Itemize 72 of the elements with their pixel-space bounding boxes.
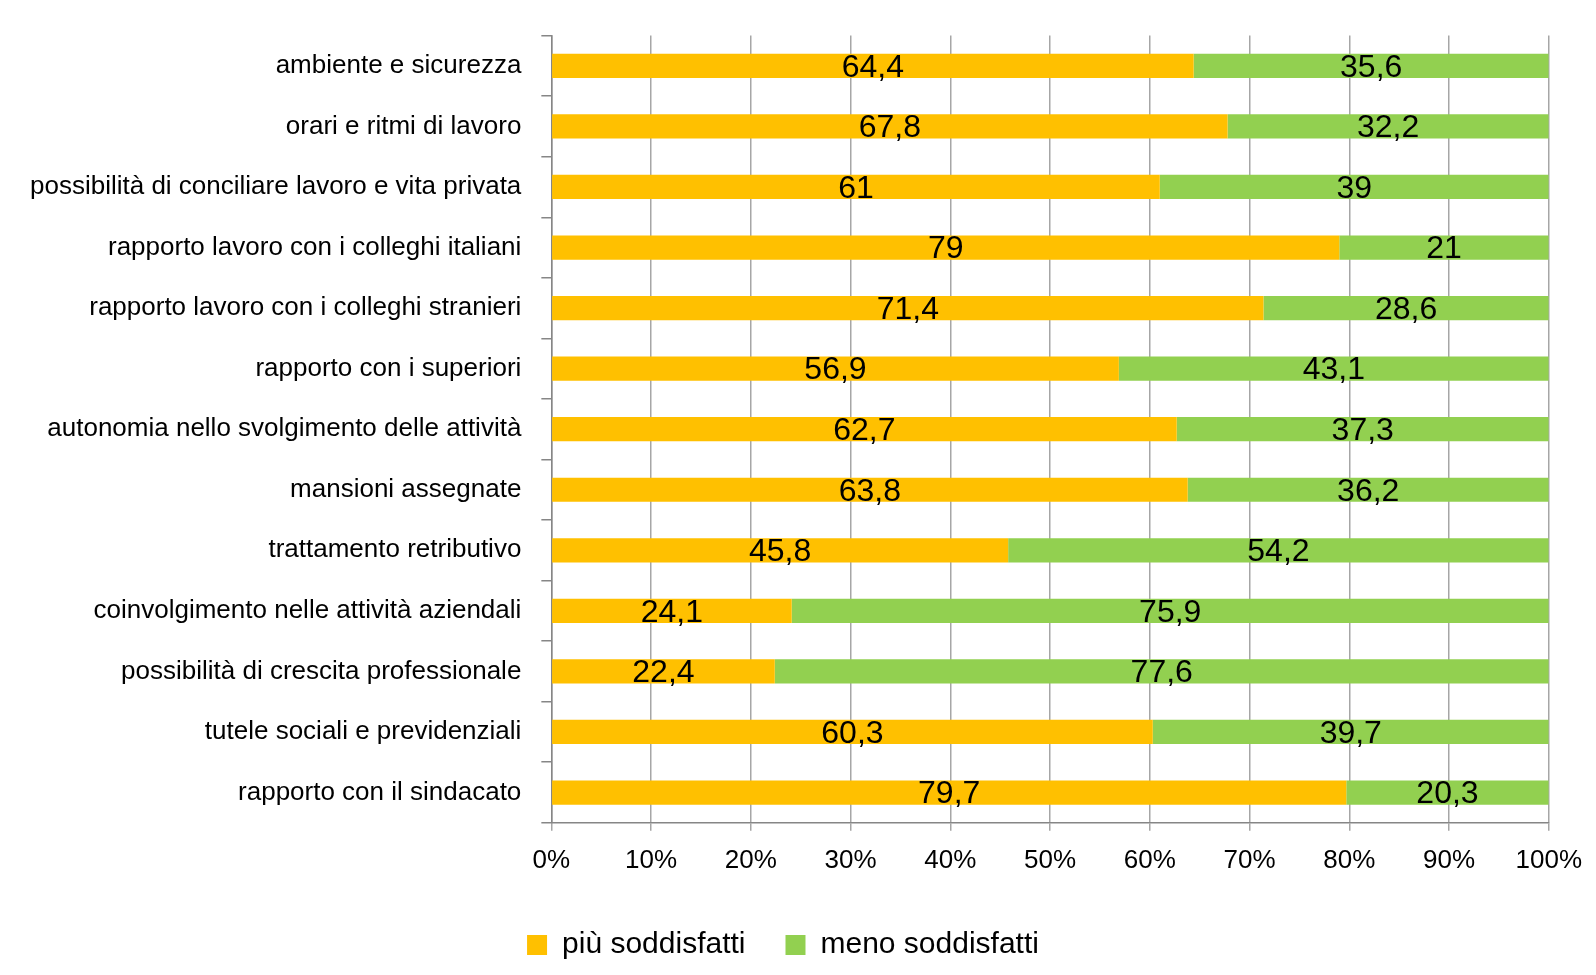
x-tick-label: 10%: [625, 843, 678, 874]
data-label: 45,8: [748, 532, 812, 569]
bar: [1227, 114, 1549, 139]
data-label: 62,7: [833, 411, 896, 448]
data-label: 24,1: [640, 592, 704, 629]
bar: [1263, 295, 1549, 321]
x-tick-label: 90%: [1422, 843, 1476, 874]
data-label: 61: [838, 168, 874, 205]
bar: [552, 417, 1177, 442]
x-tick-label: 80%: [1323, 843, 1376, 874]
data-label: 79,7: [918, 774, 981, 811]
bar: [1152, 719, 1549, 745]
data-label: 32,2: [1357, 108, 1420, 145]
data-label: 79: [927, 229, 964, 266]
x-tick-label: 70%: [1223, 843, 1276, 874]
data-label: 64,4: [841, 47, 905, 84]
data-label: 71,4: [876, 289, 939, 326]
data-label: 75,9: [1139, 592, 1202, 629]
y-tick-label: rapporto con i superiori: [255, 351, 522, 382]
bar: [552, 538, 1009, 563]
bar: [552, 295, 1264, 321]
data-label: 20,3: [1416, 774, 1479, 811]
legend-label: meno soddisfatti: [820, 926, 1039, 960]
data-label: 28,6: [1374, 289, 1438, 326]
data-label: 22,4: [632, 653, 695, 690]
bar: [552, 719, 1153, 745]
bar: [774, 659, 1549, 684]
x-tick-label: 100%: [1515, 843, 1582, 874]
data-label: 35,6: [1340, 47, 1403, 84]
y-tick-label: mansioni assegnate: [290, 472, 522, 503]
bar: [552, 235, 1340, 260]
bar: [1339, 235, 1549, 260]
bar: [1118, 356, 1549, 381]
x-tick-label: 40%: [924, 843, 977, 874]
data-label: 67,8: [858, 108, 921, 145]
y-tick-label: possibilità di conciliare lavoro e vita privata: [29, 170, 522, 201]
bar: [552, 356, 1119, 381]
data-label: 77,6: [1130, 653, 1193, 690]
y-tick-label: tutele sociali e previdenziali: [204, 715, 522, 746]
data-label: 21: [1426, 229, 1462, 266]
data-label: 63,8: [838, 471, 902, 508]
data-label: 39,7: [1319, 713, 1382, 750]
y-tick-label: rapporto lavoro con i colleghi stranieri: [89, 291, 522, 322]
data-label: 60,3: [821, 713, 884, 750]
y-tick-label: coinvolgimento nelle attività aziendali: [93, 594, 522, 625]
bar: [1176, 417, 1549, 442]
data-label: 39: [1336, 168, 1373, 205]
bar: [552, 114, 1228, 139]
data-label: 43,1: [1302, 350, 1365, 387]
bar: [1159, 174, 1549, 200]
y-tick-label: trattamento retributivo: [268, 533, 522, 564]
bar: [1008, 538, 1549, 563]
bar: [552, 659, 775, 684]
x-tick-label: 20%: [724, 843, 777, 874]
y-tick-label: autonomia nello svolgimento delle attività: [47, 412, 522, 443]
x-tick-label: 0%: [532, 843, 571, 874]
y-tick-label: ambiente e sicurezza: [275, 49, 522, 80]
x-tick-label: 60%: [1123, 843, 1176, 874]
legend-label: più soddisfatti: [562, 926, 746, 960]
bar: [1346, 780, 1549, 805]
x-tick-label: 30%: [824, 843, 877, 874]
data-label: 36,2: [1337, 471, 1400, 508]
data-label: 37,3: [1331, 411, 1394, 448]
x-tick-label: 50%: [1024, 843, 1077, 874]
data-label: 54,2: [1247, 532, 1310, 569]
bar: [552, 780, 1347, 805]
y-tick-label: rapporto lavoro con i colleghi italiani: [107, 230, 522, 261]
y-tick-label: rapporto con il sindacato: [238, 775, 522, 806]
y-tick-label: orari e ritmi di lavoro: [285, 109, 522, 140]
data-label: 56,9: [804, 350, 867, 387]
bar: [552, 174, 1160, 200]
y-tick-label: possibilità di crescita professionale: [121, 654, 522, 685]
